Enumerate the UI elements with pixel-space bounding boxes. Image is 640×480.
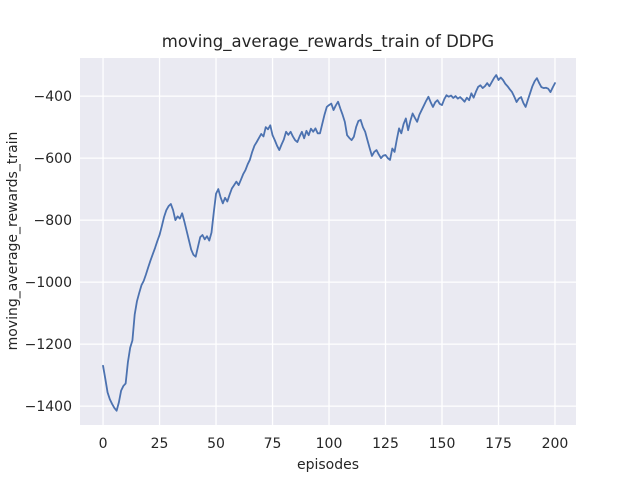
y-axis-label: moving_average_rewards_train <box>5 132 21 351</box>
plot-area <box>80 58 576 425</box>
x-axis-label: episodes <box>297 457 359 473</box>
x-tick-label: 200 <box>542 436 569 452</box>
x-tick-label: 100 <box>316 436 343 452</box>
x-tick-label: 75 <box>264 436 282 452</box>
y-tick-label: −600 <box>34 151 72 167</box>
x-tick-label: 175 <box>485 436 512 452</box>
x-tick-label: 50 <box>207 436 225 452</box>
x-tick-label: 150 <box>429 436 456 452</box>
y-tick-label: −800 <box>34 213 72 229</box>
x-tick-label: 0 <box>99 436 108 452</box>
y-tick-label: −1400 <box>25 399 72 415</box>
y-tick-label: −400 <box>34 89 72 105</box>
x-tick-labels: 0 25 50 75 100 125 150 175 200 <box>99 436 569 452</box>
chart-title: moving_average_rewards_train of DDPG <box>162 32 494 52</box>
y-tick-label: −1000 <box>25 275 72 291</box>
x-tick-label: 25 <box>151 436 169 452</box>
y-tick-label: −1200 <box>25 337 72 353</box>
y-tick-labels: −400 −600 −800 −1000 −1200 −1400 <box>25 89 72 415</box>
data-line-series <box>102 74 556 412</box>
x-tick-label: 125 <box>372 436 399 452</box>
